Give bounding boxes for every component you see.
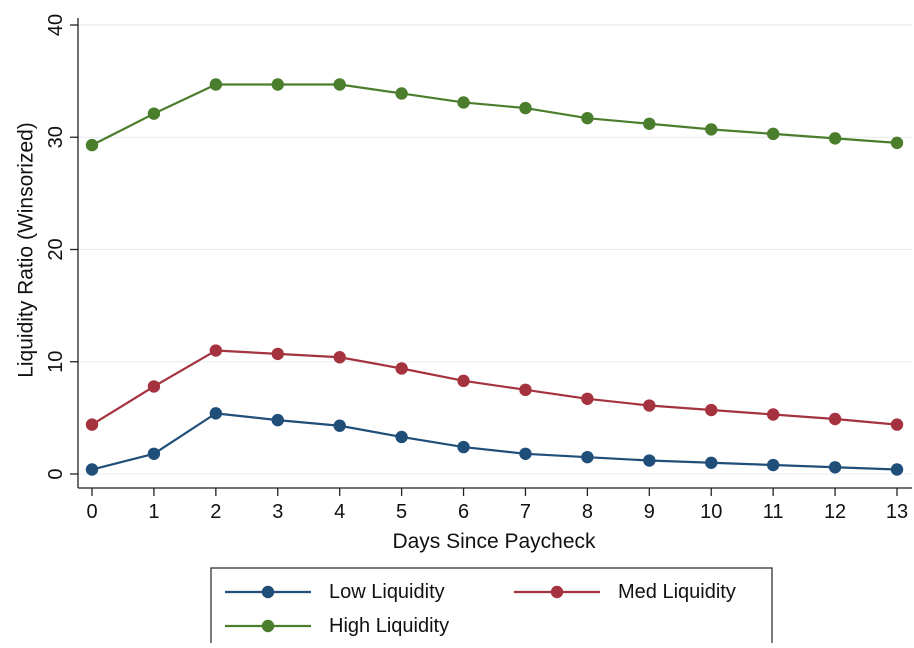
x-tick-label: 0 xyxy=(86,501,97,523)
y-tick-label: 20 xyxy=(45,238,67,260)
data-point xyxy=(395,362,408,375)
data-point xyxy=(643,454,656,467)
data-point xyxy=(705,456,718,469)
series-line xyxy=(91,349,898,426)
axes xyxy=(77,18,912,489)
legend-box xyxy=(210,567,773,648)
data-point xyxy=(828,132,842,145)
legend-item-high-liquidity: High Liquidity xyxy=(225,615,449,637)
data-point xyxy=(457,96,470,109)
legend-item-low-liquidity: Low Liquidity xyxy=(225,581,445,603)
data-point xyxy=(828,412,842,426)
legend: Low Liquidity Med Liquidity High Liquidity xyxy=(210,567,773,648)
legend-marker xyxy=(550,585,564,599)
legend-item-med-liquidity: Med Liquidity xyxy=(514,581,736,603)
y-tick-label: 30 xyxy=(45,126,67,148)
data-point xyxy=(581,392,594,405)
legend-marker xyxy=(261,619,275,633)
legend-label: Low Liquidity xyxy=(329,581,445,603)
data-point xyxy=(395,87,408,100)
gridlines xyxy=(78,24,912,475)
data-point xyxy=(643,117,656,130)
legend-marker xyxy=(261,585,275,599)
series-low-liquidity xyxy=(85,407,904,476)
data-point xyxy=(705,403,718,417)
data-point xyxy=(395,430,408,444)
data-point xyxy=(643,399,656,412)
data-point xyxy=(705,123,718,136)
x-tick-label: 6 xyxy=(458,501,469,523)
data-point xyxy=(147,447,161,460)
series-line xyxy=(91,83,898,147)
data-point xyxy=(271,347,284,361)
legend-items: Low Liquidity Med Liquidity High Liquidity xyxy=(225,581,736,637)
x-tick-label: 5 xyxy=(396,501,407,523)
data-point xyxy=(209,407,223,420)
data-point xyxy=(766,127,780,141)
y-axis-title: Liquidity Ratio (Winsorized) xyxy=(15,122,38,378)
x-tick-label: 2 xyxy=(210,501,221,523)
data-point xyxy=(457,374,470,388)
x-tick-label: 11 xyxy=(763,501,784,523)
x-tick-label: 9 xyxy=(644,501,655,523)
data-point xyxy=(766,458,780,472)
legend-label: High Liquidity xyxy=(329,615,449,637)
data-point xyxy=(85,463,99,476)
data-point xyxy=(890,136,904,150)
data-point xyxy=(85,418,99,431)
x-tick-label: 8 xyxy=(582,501,593,523)
data-point xyxy=(828,461,842,474)
data-point xyxy=(85,138,99,152)
data-point xyxy=(209,344,223,357)
data-point xyxy=(333,78,346,91)
data-point xyxy=(271,413,284,427)
data-point xyxy=(333,419,346,432)
y-tick-label: 10 xyxy=(45,351,67,373)
x-tick-label: 13 xyxy=(886,501,908,523)
data-point xyxy=(147,107,161,120)
x-tick-label: 3 xyxy=(272,501,283,523)
y-tick-label: 40 xyxy=(45,14,67,36)
x-tick-label: 12 xyxy=(824,501,846,523)
data-point xyxy=(147,380,161,393)
data-point xyxy=(766,408,780,421)
data-point xyxy=(581,111,594,125)
data-point xyxy=(209,78,223,91)
series-line xyxy=(91,412,898,471)
x-tick-label: 10 xyxy=(700,501,722,523)
series-layer xyxy=(85,78,904,476)
data-point xyxy=(890,418,904,431)
data-point xyxy=(519,447,532,460)
data-point xyxy=(271,78,284,91)
x-tick-label: 4 xyxy=(334,501,345,523)
legend-label: Med Liquidity xyxy=(618,581,736,603)
data-point xyxy=(581,450,594,464)
data-point xyxy=(457,440,470,454)
y-tick-label: 0 xyxy=(45,468,67,479)
data-point xyxy=(519,101,532,115)
data-point xyxy=(519,383,532,397)
series-high-liquidity xyxy=(85,78,904,152)
x-axis-title: Days Since Paycheck xyxy=(392,530,596,553)
x-tick-label: 1 xyxy=(148,501,159,523)
data-point xyxy=(890,463,904,476)
series-med-liquidity xyxy=(85,344,904,431)
data-point xyxy=(333,351,346,364)
x-tick-label: 7 xyxy=(520,501,531,523)
